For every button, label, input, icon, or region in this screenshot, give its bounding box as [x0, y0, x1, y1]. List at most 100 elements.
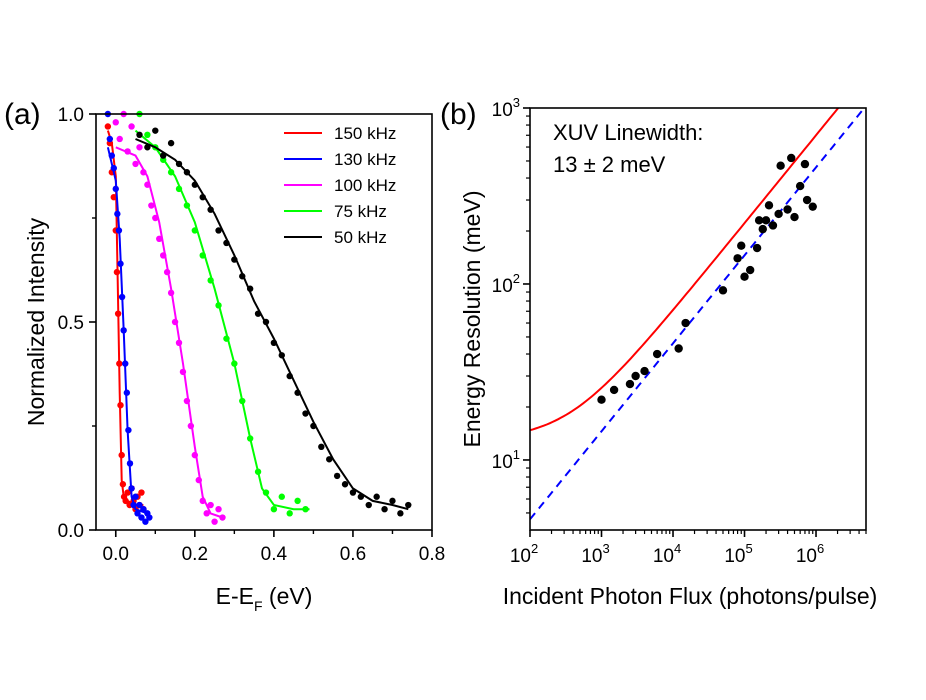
data-point	[740, 272, 749, 281]
data-point	[142, 518, 149, 525]
data-point	[674, 344, 683, 353]
data-point	[286, 510, 293, 517]
data-point	[203, 510, 210, 517]
data-point	[167, 139, 175, 147]
panel-b-frame	[529, 107, 867, 531]
tick-exponent: 5	[745, 541, 752, 556]
panel-b-plot-area	[530, 108, 866, 520]
data-point	[326, 456, 333, 463]
x-tick-label: 103	[581, 541, 609, 567]
tick-exponent: 6	[817, 541, 824, 556]
data-point	[783, 205, 792, 214]
annotation-line: XUV Linewidth:	[553, 120, 703, 145]
data-point	[341, 481, 349, 488]
tick-base: 10	[653, 546, 674, 567]
tick-base: 10	[492, 100, 513, 121]
data-point	[790, 212, 799, 222]
data-point	[106, 135, 114, 143]
x-axis-label: Incident Photon Flux (photons/pulse)	[503, 583, 878, 609]
fit-line	[135, 138, 409, 511]
legend-label: 150 kHz	[334, 124, 396, 143]
data-point	[625, 379, 635, 389]
reference-line	[530, 108, 866, 520]
tick-base: 10	[492, 452, 513, 473]
data-point	[768, 221, 778, 230]
data-point	[124, 489, 131, 496]
fit-line	[115, 146, 223, 519]
y-tick-label: 0.0	[58, 521, 84, 542]
data-point	[752, 243, 762, 253]
data-point	[389, 497, 396, 505]
data-point	[138, 489, 145, 496]
y-tick-label: 103	[492, 95, 520, 121]
data-point	[104, 123, 112, 130]
data-point	[128, 123, 135, 130]
tick-exponent: 3	[513, 95, 520, 110]
data-point	[373, 493, 380, 500]
data-point	[631, 371, 640, 381]
x-axis-label: E-EF (eV)	[216, 583, 313, 614]
data-point	[787, 153, 796, 163]
legend-label: 50 kHz	[334, 228, 387, 247]
y-tick-label: 1.0	[58, 105, 84, 126]
data-point	[733, 254, 742, 263]
fit-line	[106, 130, 144, 506]
data-point	[270, 506, 278, 513]
data-point	[718, 286, 728, 295]
data-point	[405, 501, 412, 509]
data-point	[318, 443, 325, 450]
data-point	[136, 131, 143, 138]
x-tick-label: 105	[724, 541, 752, 567]
legend-label: 100 kHz	[334, 176, 396, 195]
data-point	[758, 224, 767, 234]
x-axis-label-suffix: (eV)	[263, 583, 313, 609]
data-point	[211, 518, 218, 525]
data-point	[609, 385, 619, 395]
data-point	[132, 160, 139, 168]
tick-base: 10	[796, 546, 817, 567]
x-tick-label: 0.6	[340, 544, 366, 565]
x-tick-label: 102	[510, 541, 538, 567]
legend: 150 kHz 130 kHz 100 kHz 75 kHz 50 kHz	[284, 124, 396, 247]
data-point	[802, 195, 812, 205]
panel-label-b: (b)	[440, 98, 477, 131]
y-tick-label: 102	[492, 271, 520, 297]
fit-line	[134, 129, 310, 511]
panel-label-a: (a)	[4, 98, 41, 131]
series-3	[134, 110, 310, 517]
data-point	[136, 501, 143, 509]
data-point	[754, 216, 764, 225]
data-point	[136, 144, 143, 151]
tick-exponent: 1	[513, 447, 520, 462]
data-point	[302, 410, 309, 417]
data-point	[207, 501, 214, 509]
data-point	[681, 318, 690, 328]
x-axis-label-subscript: F	[254, 598, 263, 614]
data-point	[144, 131, 151, 138]
x-tick-label: 0.2	[182, 544, 208, 565]
x-axis-label-main: E-E	[216, 583, 254, 609]
data-point	[808, 202, 817, 211]
y-axis-label: Normalized Intensity	[23, 217, 49, 426]
data-point	[333, 472, 341, 480]
data-point	[761, 216, 771, 225]
data-point	[800, 159, 810, 169]
tick-exponent: 3	[602, 541, 609, 556]
x-tick-label: 0.8	[419, 544, 445, 565]
panel-a: 0.0 0.2 0.4 0.6 0.8 0.0 0.5 1.0 E-EF (eV) Normali…	[4, 98, 445, 614]
data-point	[774, 209, 783, 219]
data-point	[156, 235, 163, 242]
data-point	[152, 127, 159, 134]
data-point	[146, 514, 153, 521]
series-1	[104, 110, 153, 525]
data-point	[737, 241, 746, 250]
data-point	[397, 510, 404, 517]
x-tick-label: 106	[796, 541, 824, 567]
data-point	[278, 493, 285, 500]
y-tick-label: 0.5	[58, 313, 84, 334]
data-point	[132, 493, 139, 500]
x-tick-label: 0.0	[103, 544, 129, 565]
y-axis-label: Energy Resolution (meV)	[459, 191, 485, 448]
y-tick-label: 101	[492, 447, 520, 473]
